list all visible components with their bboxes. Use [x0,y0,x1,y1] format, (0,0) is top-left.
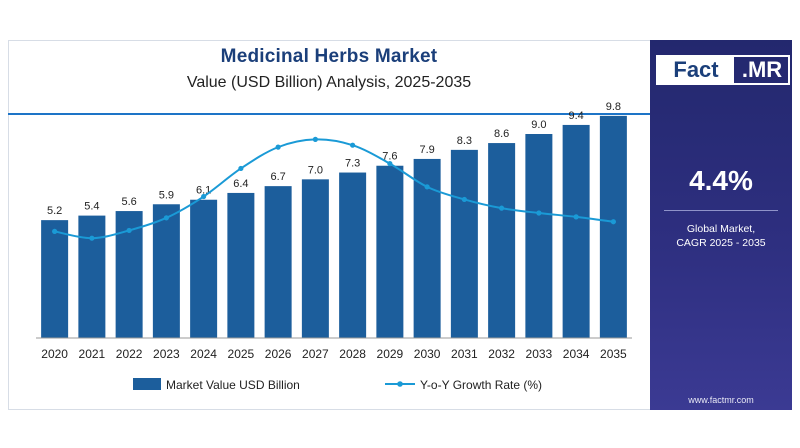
growth-point-2020 [52,228,58,235]
bar-label-2030: 7.9 [419,144,434,156]
bar-label-2032: 8.6 [494,128,509,140]
bar-2029 [376,165,404,338]
legend: Market Value USD Billion Y-o-Y Growth Rat… [133,378,542,392]
cagr-label: Global Market, CAGR 2025 - 2035 [676,223,766,249]
growth-point-2024 [201,193,207,200]
growth-point-2035 [610,219,616,225]
bar-label-2033: 9.0 [531,119,546,131]
cagr-divider [664,210,778,211]
x-tick-2033: 2033 [526,347,553,361]
x-tick-2025: 2025 [228,347,255,361]
x-tick-2034: 2034 [563,347,590,361]
growth-point-2025 [238,165,244,172]
growth-point-2030 [424,184,430,190]
bar-2020 [41,220,69,338]
x-tick-2035: 2035 [600,347,627,361]
bar-2034 [562,124,590,338]
x-tick-2022: 2022 [116,347,143,361]
bar-label-2031: 8.3 [457,135,472,147]
bar-2033 [525,134,553,338]
x-tick-2029: 2029 [377,347,404,361]
bar-label-2022: 5.6 [121,196,136,208]
bar-2027 [301,179,329,338]
x-tick-2032: 2032 [488,347,515,361]
logo-text-mr: .MR [741,57,783,82]
bar-series [41,115,627,338]
bar-2035 [599,115,627,338]
bar-label-2025: 6.4 [233,178,248,190]
x-tick-2026: 2026 [265,347,292,361]
bar-2025 [227,192,255,338]
bar-value-labels: 5.2 5.4 5.65.9 6.16.46.77.07.37.67.98.38.69… [47,101,621,217]
growth-line [54,138,614,240]
bar-2024 [190,199,218,338]
growth-point-2021 [89,235,95,241]
x-tick-2021: 2021 [79,347,106,361]
growth-point-2023 [163,215,169,221]
x-tick-2028: 2028 [339,347,366,361]
legend-bar-swatch [133,378,161,390]
cagr-value: 4.4% [689,165,753,196]
x-tick-2023: 2023 [153,347,180,361]
website-link[interactable]: www.factmr.com [688,395,754,405]
growth-point-2022 [126,227,132,234]
x-tick-2020: 2020 [41,347,68,361]
chart-title: Medicinal Herbs Market [220,46,438,67]
factmr-logo: Fact .MR [656,55,790,85]
summary-panel [650,40,792,410]
bar-2026 [264,186,292,338]
bar-label-2023: 5.9 [159,189,174,201]
bar-label-2027: 7.0 [308,164,323,176]
bar-2021 [78,215,106,338]
logo-text-fact: Fact [658,57,734,83]
bar-2031 [450,149,478,338]
logo-border [656,55,790,85]
bar-label-2026: 6.7 [270,171,285,183]
bar-2028 [339,172,367,338]
bar-label-2034: 9.4 [568,110,583,122]
growth-point-2031 [461,196,467,203]
x-tick-2031: 2031 [451,347,478,361]
chart-subtitle: Value (USD Billion) Analysis, 2025-2035 [186,74,472,91]
bar-label-2029: 7.6 [382,151,397,163]
bar-2023 [152,204,180,338]
legend-line-marker [397,381,403,387]
x-tick-2024: 2024 [190,347,217,361]
bar-label-2028: 7.3 [345,158,360,170]
x-tick-2030: 2030 [414,347,441,361]
x-tick-2027: 2027 [302,347,329,361]
x-tick-labels: 2020 2021 2022 2023 2024 2025 2026 2027 2028 2029… [41,347,627,361]
title-divider [8,113,650,115]
growth-point-2032 [499,205,505,211]
growth-point-2033 [536,210,542,216]
growth-point-2027 [312,136,318,142]
bar-label-2020: 5.2 [47,205,62,217]
legend-bar-label: Market Value USD Billion [166,378,300,392]
bar-label-2021: 5.4 [84,201,99,213]
growth-point-2028 [350,142,356,148]
growth-point-2034 [573,214,579,220]
growth-line-series [52,136,616,241]
legend-line-label: Y-o-Y Growth Rate (%) [420,378,542,392]
bar-2032 [488,143,516,338]
growth-point-2029 [387,160,393,167]
bar-label-2035: 9.8 [606,101,621,113]
growth-point-2026 [275,144,281,150]
